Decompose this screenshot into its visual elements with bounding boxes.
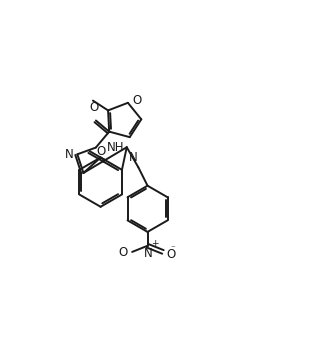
Text: N: N	[144, 246, 153, 260]
Text: N: N	[65, 148, 73, 161]
Text: NH: NH	[107, 141, 124, 154]
Text: N: N	[129, 151, 138, 164]
Text: O: O	[118, 246, 128, 259]
Text: O: O	[96, 145, 106, 158]
Text: O: O	[133, 94, 142, 107]
Text: ⁻: ⁻	[171, 244, 176, 253]
Text: O: O	[166, 248, 175, 261]
Text: O: O	[90, 100, 99, 113]
Text: +: +	[151, 239, 159, 248]
